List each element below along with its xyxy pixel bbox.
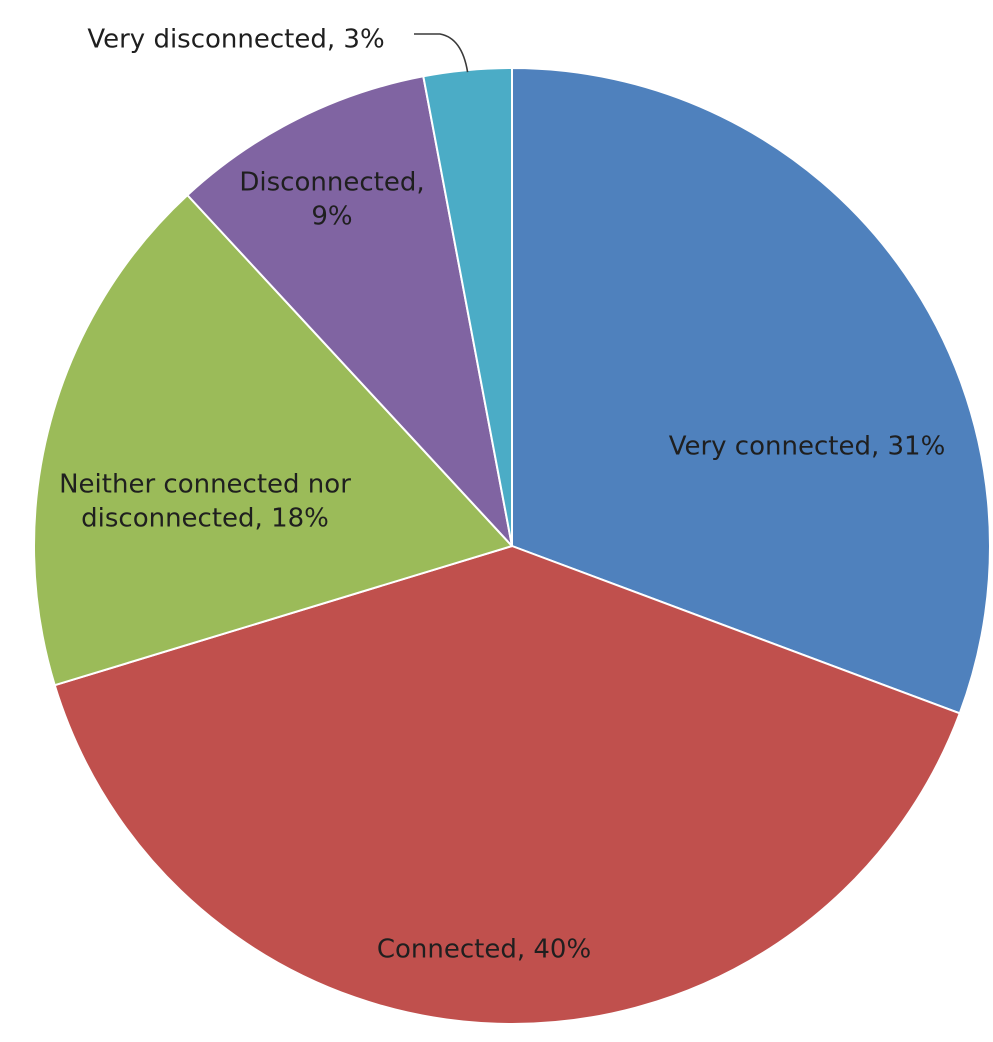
slice-label-line: disconnected, 18% [81, 504, 329, 534]
slice-label-line: 9% [311, 202, 352, 232]
slice-label-disconnected: Disconnected, 9% [239, 168, 424, 232]
pie-labels: Very connected, 31% Connected, 40% Neither… [59, 25, 945, 965]
slice-label-very-connected: Very connected, 31% [669, 432, 946, 462]
leader-line-very-disconnected [414, 33, 469, 73]
pie-slice-very-connected [511, 67, 991, 715]
slice-label-line: Very disconnected, 3% [87, 25, 384, 55]
pie-slice-disconnected [186, 75, 513, 547]
slice-label-line: Neither connected nor [59, 470, 351, 500]
slice-label-neither-connected-nor-disconnected: Neither connected nor disconnected, 18% [59, 470, 351, 534]
slice-label-connected: Connected, 40% [377, 935, 591, 965]
pie-slice-connected [53, 545, 961, 1025]
pie-slice-neither-connected-nor-disconnected [33, 194, 513, 687]
slice-label-line: Disconnected, [239, 168, 424, 198]
pie-slices [33, 67, 991, 1025]
slice-label-line: Connected, 40% [377, 935, 591, 965]
slice-label-very-disconnected: Very disconnected, 3% [87, 25, 384, 55]
slice-label-line: Very connected, 31% [669, 432, 946, 462]
